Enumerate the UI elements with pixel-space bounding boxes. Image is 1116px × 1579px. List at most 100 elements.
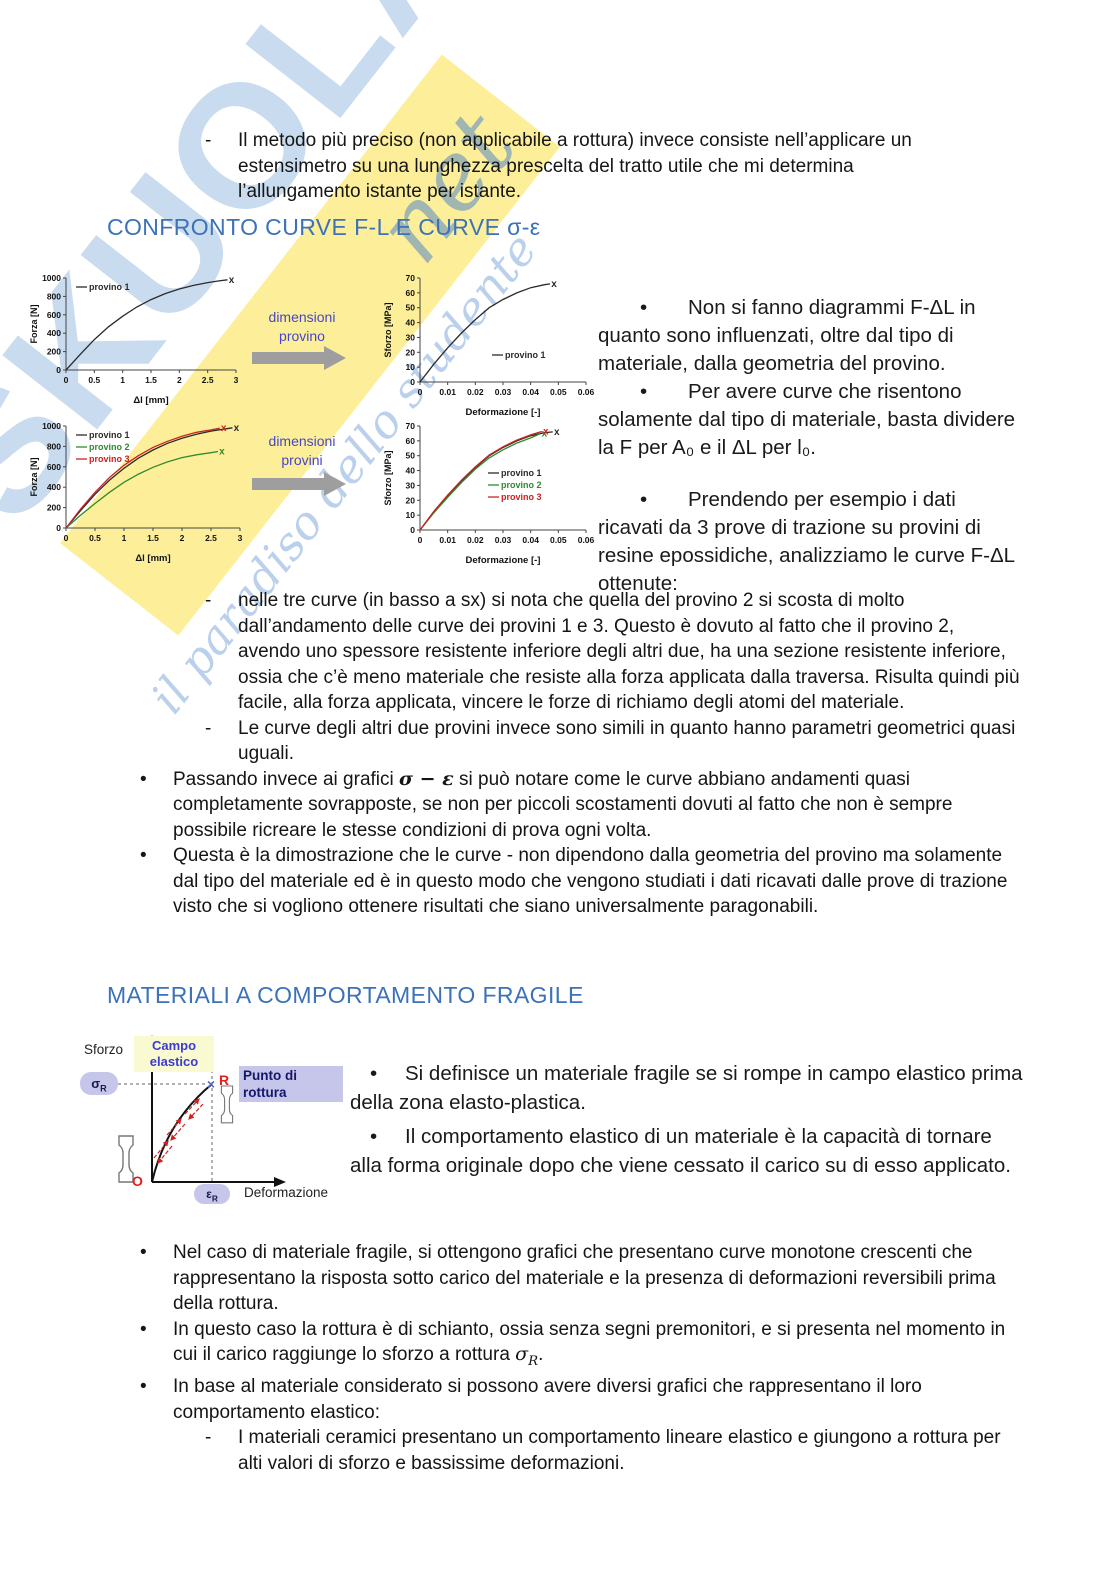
note-definizione-fragile: • Si definisce un materiale fragile se si…	[350, 1062, 1023, 1114]
svg-text:2.5: 2.5	[202, 375, 214, 385]
intro-text: Il metodo più preciso (non applicabile a…	[238, 130, 912, 202]
svg-text:40: 40	[406, 466, 416, 476]
svg-text:2.5: 2.5	[205, 533, 217, 543]
chart-forza-dl-provino1: 0 200 400 600 800 1000 0 0.5 1 1.5 2 2.5 3 Δl [mm] For…	[28, 268, 246, 406]
diagram-xlabel: Deformazione	[244, 1185, 329, 1200]
svg-text:0.03: 0.03	[495, 535, 512, 545]
bullet-marker: •	[370, 1125, 378, 1148]
list-item-materiali-ceramici: - I materiali ceramici presentano un com…	[205, 1425, 1020, 1476]
note-diagrammi-fdl: • Non si fanno diagrammi F-ΔL in quanto s…	[598, 296, 976, 375]
svg-text:0.03: 0.03	[495, 387, 512, 397]
svg-text:Sforzo [MPa]: Sforzo [MPa]	[383, 450, 393, 505]
svg-text:x: x	[234, 423, 240, 434]
bullet-marker: •	[140, 768, 147, 790]
dash-marker: -	[205, 590, 212, 611]
svg-text:x: x	[551, 279, 557, 290]
bullet-marker: •	[640, 488, 648, 511]
svg-text:0: 0	[410, 377, 415, 387]
svg-text:provino 1: provino 1	[89, 282, 130, 292]
list-item-text: Passando invece ai grafici σ − ε si può …	[173, 767, 953, 841]
svg-text:0.06: 0.06	[578, 387, 595, 397]
svg-text:10: 10	[406, 510, 416, 520]
list-item-curve-monotone: • Nel caso di materiale fragile, si otte…	[140, 1240, 1020, 1317]
svg-text:40: 40	[406, 318, 416, 328]
svg-text:provino 1: provino 1	[89, 430, 130, 440]
svg-text:x: x	[219, 447, 225, 458]
svg-text:400: 400	[47, 482, 61, 492]
chart-sforzo-deformazione-tre-provini: 0 10 20 30 40 50 60 70 0 0.01 0.02 0.03 0.04 0.05 0.06…	[382, 416, 596, 566]
svg-text:1000: 1000	[42, 273, 61, 283]
svg-text:10: 10	[406, 362, 416, 372]
sigma-eps-math: σ − ε	[399, 767, 454, 790]
note-dividere-f: • Per avere curve che risentono solamente…	[598, 380, 1016, 459]
dash-marker: -	[205, 130, 212, 151]
svg-text:0.02: 0.02	[467, 387, 484, 397]
svg-text:0.05: 0.05	[550, 387, 567, 397]
arrow2-label: dimensioni provini	[268, 433, 336, 468]
svg-text:0: 0	[418, 535, 423, 545]
svg-text:0.05: 0.05	[550, 535, 567, 545]
svg-text:1: 1	[122, 533, 127, 543]
svg-text:60: 60	[406, 436, 416, 446]
bullet-marker: •	[640, 296, 648, 319]
svg-text:provino 1: provino 1	[501, 468, 542, 478]
svg-text:20: 20	[406, 495, 416, 505]
sigma-r-pill: σR	[80, 1072, 118, 1095]
svg-text:3: 3	[238, 533, 243, 543]
list-item-diversi-grafici: • In base al materiale considerato si po…	[140, 1374, 1020, 1425]
svg-text:0: 0	[56, 365, 61, 375]
list-item-text: Le curve degli altri due provini invece …	[238, 717, 1016, 765]
svg-text:0.01: 0.01	[439, 535, 456, 545]
svg-text:0: 0	[418, 387, 423, 397]
svg-text:50: 50	[406, 303, 416, 313]
svg-text:Δl [mm]: Δl [mm]	[135, 553, 170, 564]
intro-list-item: - Il metodo più preciso (non applicabile…	[205, 128, 977, 205]
dash-marker: -	[205, 717, 212, 739]
mid-list: - nelle tre curve (in basso a sx) si not…	[140, 588, 1020, 920]
bullet-marker: •	[140, 845, 147, 866]
bullet-marker: •	[640, 380, 648, 403]
note-comportamento-elastico: • Il comportamento elastico di un materia…	[350, 1125, 1011, 1177]
svg-text:0.06: 0.06	[578, 535, 595, 545]
list-item-dimostrazione: • Questa è la dimostrazione che le curve…	[140, 843, 1020, 920]
list-item-rottura-schianto: • In questo caso la rottura è di schiant…	[140, 1317, 1020, 1375]
fragile-stress-strain-diagram: × Sforzo Campo elastico σR R Punto di ro…	[72, 1030, 350, 1208]
svg-text:800: 800	[47, 441, 61, 451]
svg-text:200: 200	[47, 503, 61, 513]
svg-text:1.5: 1.5	[145, 375, 157, 385]
rupture-point-label: R	[219, 1072, 230, 1088]
svg-text:0.5: 0.5	[88, 375, 100, 385]
svg-text:1000: 1000	[42, 421, 61, 431]
list-item-curve-simili: - Le curve degli altri due provini invec…	[205, 716, 1020, 767]
origin-label: O	[132, 1173, 143, 1189]
svg-text:0: 0	[56, 523, 61, 533]
svg-text:20: 20	[406, 347, 416, 357]
svg-text:x: x	[221, 423, 227, 434]
svg-text:600: 600	[47, 462, 61, 472]
specimen-icon	[118, 1135, 134, 1183]
arrow1-label: dimensioni provino	[268, 309, 336, 344]
svg-text:70: 70	[406, 421, 416, 431]
list-item-text: In questo caso la rottura è di schianto,…	[173, 1318, 1006, 1369]
svg-text:Sforzo [MPa]: Sforzo [MPa]	[383, 302, 393, 357]
chart-sforzo-deformazione-provino1: 0 10 20 30 40 50 60 70 0 0.01 0.02 0.03 0.04 0.05 0.06…	[382, 268, 596, 418]
dash-marker: -	[205, 1427, 212, 1449]
svg-text:0: 0	[410, 525, 415, 535]
list-item-text: Nel caso di materiale fragile, si otteng…	[173, 1242, 996, 1314]
bullet-marker: •	[140, 1242, 147, 1263]
svg-text:Forza [N]: Forza [N]	[29, 458, 39, 497]
svg-text:x: x	[554, 427, 560, 438]
bottom-list: • Nel caso di materiale fragile, si otte…	[140, 1240, 1020, 1476]
svg-text:×: ×	[207, 1076, 215, 1092]
svg-text:provino 3: provino 3	[89, 454, 130, 464]
diagram-canvas: ×	[118, 1035, 286, 1187]
campo-elastico-box: Campo elastico	[134, 1036, 214, 1072]
list-item-text: Questa è la dimostrazione che le curve -…	[173, 845, 1008, 917]
svg-text:800: 800	[47, 291, 61, 301]
fragile-notes: • Si definisce un materiale fragile se si…	[350, 1060, 1026, 1180]
svg-text:30: 30	[406, 332, 416, 342]
svg-text:0.02: 0.02	[467, 535, 484, 545]
bullet-marker: •	[370, 1062, 378, 1085]
note-tre-prove: • Prendendo per esempio i dati ricavati d…	[598, 488, 1015, 595]
svg-text:30: 30	[406, 480, 416, 490]
